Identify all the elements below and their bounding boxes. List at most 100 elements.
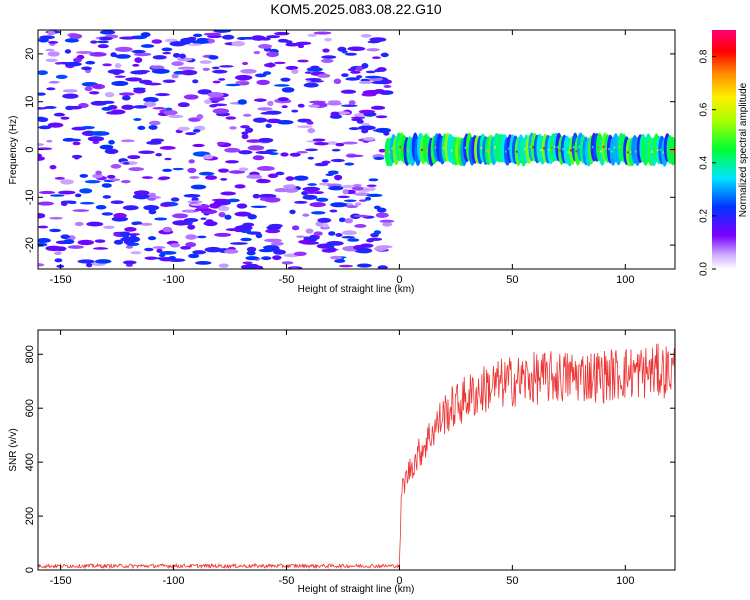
- spectrogram-noise-blob: [328, 231, 336, 236]
- spectrogram-noise-blob: [342, 141, 358, 145]
- spectrogram-noise-blob: [133, 221, 143, 225]
- spectrogram-noise-blob: [128, 233, 140, 236]
- spectrogram-noise-blob: [158, 176, 171, 180]
- spectrogram-noise-blob: [38, 143, 45, 146]
- spectrogram-noise-blob: [325, 173, 334, 177]
- spectrogram-noise-blob: [353, 214, 369, 218]
- spectrogram-noise-blob: [165, 107, 173, 111]
- spectrogram-noise-blob: [253, 50, 261, 55]
- spectrogram-noise-blob: [119, 231, 131, 237]
- spectrogram-noise-blob: [38, 242, 48, 247]
- spectrogram-noise-blob: [172, 220, 190, 226]
- spectrogram-noise-blob: [254, 265, 264, 269]
- spectrogram-noise-blob: [320, 58, 334, 63]
- spectrogram-noise-blob: [95, 259, 112, 264]
- spectrogram-noise-blob: [311, 211, 326, 215]
- spectrogram-noise-blob: [333, 78, 342, 84]
- spectrogram-noise-blob: [321, 179, 329, 183]
- spectrogram-noise-blob: [114, 46, 133, 52]
- spectrogram-noise-blob: [187, 253, 200, 259]
- spectrogram-noise-blob: [109, 178, 121, 182]
- spectrogram-noise-blob: [353, 192, 371, 196]
- spectrogram-noise-blob: [351, 186, 364, 191]
- spectrogram-noise-blob: [202, 67, 210, 71]
- snr-x-tick-label: -100: [163, 575, 185, 587]
- spectrogram-noise-blob: [99, 144, 114, 150]
- spectrogram-noise-blob: [212, 66, 220, 70]
- spectrogram-noise-blob: [330, 202, 348, 208]
- spectrogram-noise-blob: [47, 122, 64, 128]
- spectrogram-noise-blob: [113, 212, 127, 219]
- spectrogram-noise-blob: [150, 65, 162, 70]
- spectrogram-noise-blob: [220, 177, 228, 181]
- spectrogram-noise-blob: [172, 167, 184, 171]
- spectrogram-noise-blob: [95, 204, 107, 210]
- spectrogram-noise-blob: [335, 142, 345, 147]
- spectrogram-noise-blob: [135, 69, 151, 73]
- spectrogram-noise-blob: [260, 111, 275, 115]
- spectrogram-noise-blob: [152, 55, 167, 60]
- spectrogram-noise-blob: [169, 243, 181, 248]
- spectrogram-noise-blob: [64, 61, 82, 67]
- spectrogram-noise-blob: [338, 264, 353, 268]
- spectrogram-noise-blob: [125, 77, 143, 82]
- spectrogram-noise-blob: [58, 190, 76, 195]
- spectrogram-noise-blob: [38, 37, 49, 43]
- spectrogram-noise-blob: [310, 80, 325, 83]
- spectrogram-noise-blob: [115, 54, 131, 59]
- spectrogram-noise-blob: [242, 261, 253, 265]
- spectrogram-noise-blob: [355, 65, 363, 72]
- spectrogram-noise-blob: [101, 212, 114, 216]
- spectrogram-noise-blob: [303, 82, 319, 88]
- spectrogram-noise-blob: [382, 222, 393, 227]
- spectrogram-noise-blob: [176, 57, 193, 62]
- spectrogram-noise-blob: [291, 225, 300, 231]
- spectrogram-noise-blob: [378, 148, 387, 153]
- spectrogram-noise-blob: [240, 68, 257, 74]
- spectrogram-noise-blob: [133, 87, 146, 90]
- spectrogram-noise-blob: [361, 128, 369, 134]
- spectrogram-noise-blob: [213, 30, 232, 33]
- colorbar: 0.0 0.2 0.4 0.6 0.8 Normalized spectral ampl…: [699, 30, 749, 276]
- spectrogram-noise-blob: [38, 107, 48, 110]
- spectrogram-noise-blob: [342, 230, 357, 236]
- spectrogram-noise-blob: [204, 246, 223, 253]
- spectrogram-noise-blob: [134, 57, 143, 63]
- spectrogram-noise-blob: [205, 219, 214, 224]
- spectrogram-noise-blob: [45, 48, 55, 52]
- spectrogram-noise-blob: [342, 189, 349, 195]
- spectrogram-noise-blob: [126, 242, 140, 247]
- spectrogram-noise-blob: [313, 31, 332, 35]
- spectrogram-noise-blob: [133, 105, 148, 109]
- spectrogram-noise-blob: [185, 241, 197, 248]
- spectrogram-noise-blob: [365, 196, 372, 201]
- spectrogram-noise-blob: [92, 141, 100, 144]
- spectrogram-noise-blob: [180, 69, 198, 76]
- spectrogram-noise-blob: [245, 127, 254, 133]
- spectrogram-noise-blob: [179, 53, 186, 59]
- spectrogram-noise-blob: [329, 255, 343, 260]
- spectrogram-noise-blob: [281, 261, 294, 265]
- spectrogram-noise-blob: [373, 205, 381, 210]
- spectrogram-noise-blob: [289, 209, 296, 215]
- spectrogram-noise-blob: [54, 251, 62, 256]
- spectrogram-noise-blob: [101, 106, 113, 111]
- spectrogram-noise-blob: [209, 203, 222, 209]
- spectrogram-noise-blob: [209, 96, 225, 102]
- spectrogram-noise-blob: [371, 56, 381, 60]
- snr-x-tick-label: 50: [506, 575, 518, 587]
- spectrogram-noise-blob: [207, 92, 224, 98]
- snr-panel: -150 -100 -50 0 50 100 0 200 400 600 800 Height o…: [8, 329, 676, 595]
- spectrogram-noise-blob: [268, 223, 283, 228]
- spectrogram-noise-blob: [131, 49, 146, 54]
- spectrogram-noise-blob: [133, 118, 142, 121]
- spectrogram-noise-blob: [308, 104, 320, 108]
- spectrogram-noise-blob: [118, 92, 135, 96]
- spectrogram-y-tick-label: -20: [24, 237, 36, 253]
- spectrogram-noise-blob: [305, 148, 318, 152]
- spectrogram-noise-blob: [356, 119, 364, 124]
- spectrogram-noise-blob: [95, 170, 102, 175]
- spectrogram-noise-blob: [72, 141, 81, 146]
- spectrogram-noise-blob: [366, 48, 380, 52]
- snr-x-tick-label: 100: [616, 575, 634, 587]
